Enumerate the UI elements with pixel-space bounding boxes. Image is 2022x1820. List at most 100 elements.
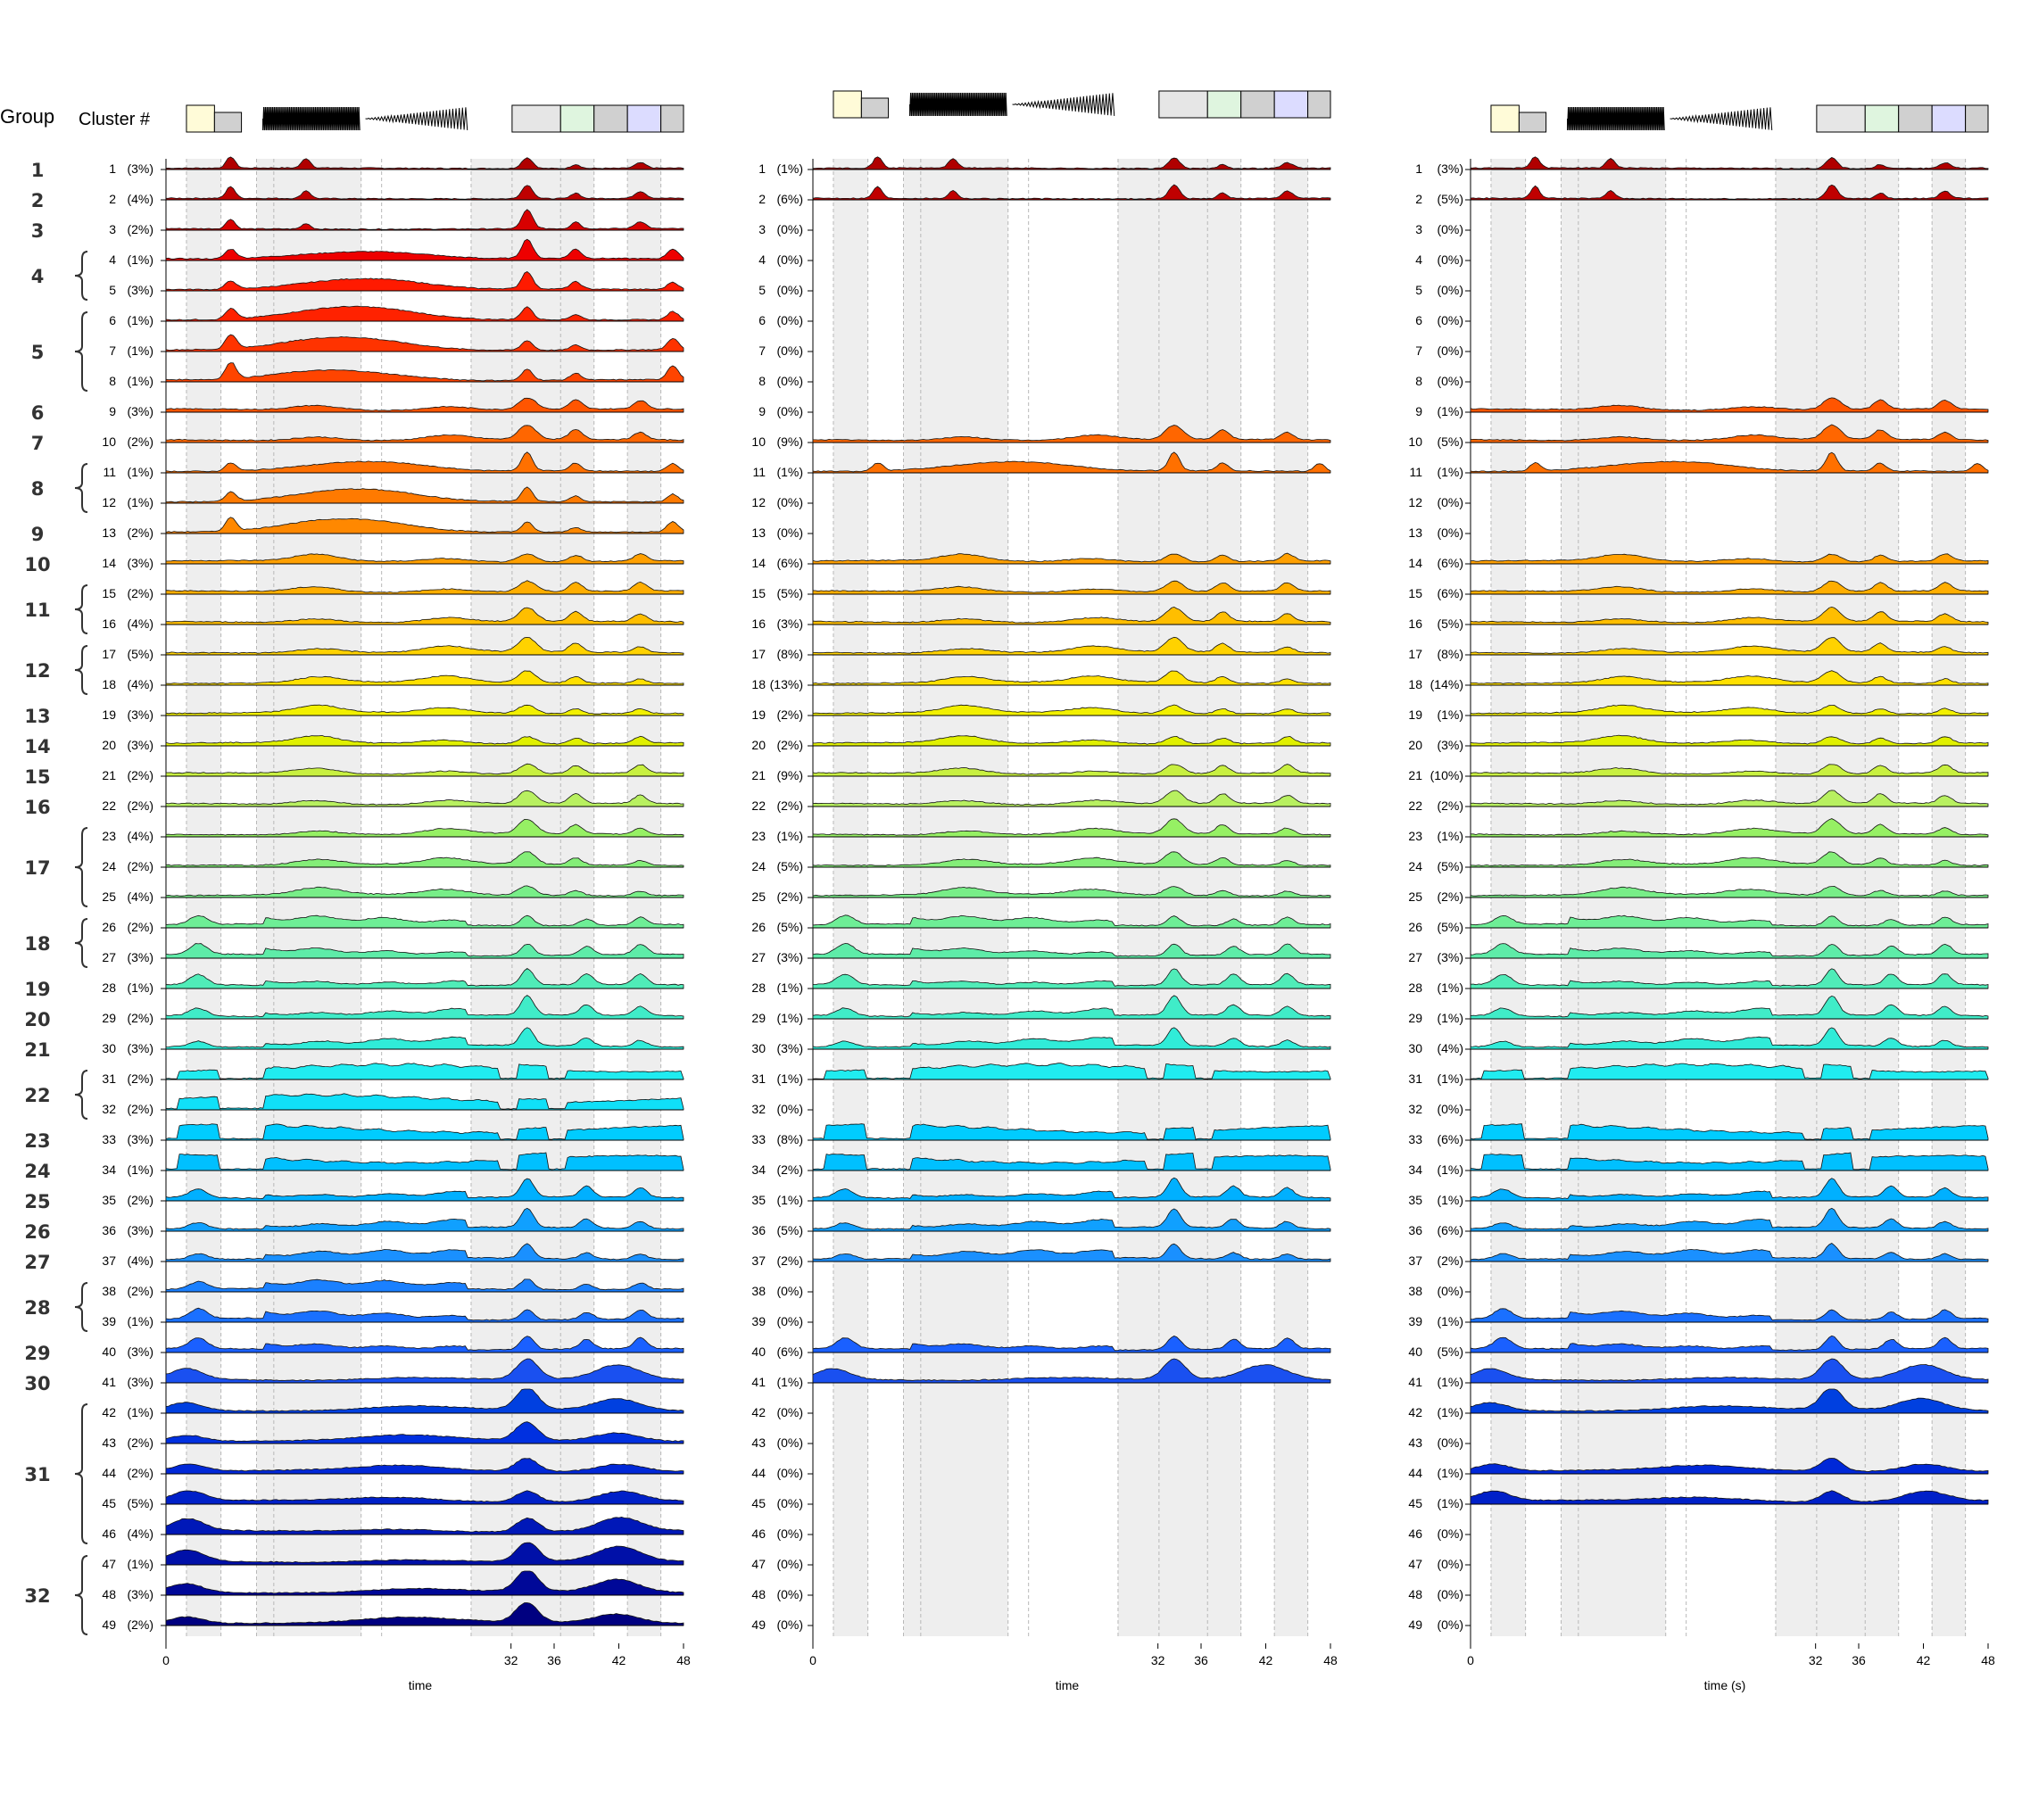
cluster-percent: (13%) — [770, 677, 803, 691]
x-axis-label: time — [409, 1678, 433, 1692]
cluster-percent: (3%) — [127, 556, 153, 570]
group-brace — [74, 645, 88, 695]
cluster-trace — [812, 735, 1331, 747]
cluster-number: 8 — [109, 374, 116, 388]
cluster-trace — [1470, 968, 1989, 989]
cluster-percent: (6%) — [776, 1344, 803, 1359]
cluster-number: 12 — [1408, 495, 1422, 509]
cluster-trace — [1470, 914, 1989, 929]
group-brace — [74, 1070, 88, 1120]
cluster-number: 21 — [751, 768, 766, 782]
cluster-number: 14 — [1408, 556, 1422, 570]
group-label: 1 — [31, 160, 45, 181]
cluster-number: 8 — [1415, 374, 1422, 388]
cluster-percent: (8%) — [1437, 647, 1463, 661]
cluster-percent: (0%) — [1437, 252, 1463, 267]
cluster-number: 30 — [751, 1041, 766, 1055]
cluster-percent: (1%) — [776, 1193, 803, 1207]
cluster-trace — [165, 1093, 684, 1111]
cluster-trace — [1470, 1458, 1989, 1475]
cluster-trace — [165, 425, 684, 443]
cluster-trace — [165, 607, 684, 625]
cluster-percent: (0%) — [1437, 1526, 1463, 1541]
cluster-number: 44 — [102, 1466, 116, 1480]
stimulus-pattern — [1816, 104, 1866, 133]
cluster-percent: (1%) — [127, 465, 153, 479]
cluster-number: 38 — [102, 1284, 116, 1298]
cluster-number: 46 — [1408, 1526, 1422, 1541]
stimulus-gray — [1240, 90, 1275, 119]
cluster-trace — [812, 818, 1331, 838]
cluster-percent: (5%) — [1437, 859, 1463, 873]
cluster-percent: (5%) — [776, 586, 803, 600]
cluster-trace — [1470, 1388, 1989, 1414]
cluster-percent: (3%) — [776, 616, 803, 631]
cluster-number: 35 — [751, 1193, 766, 1207]
cluster-percent: (1%) — [776, 1011, 803, 1025]
cluster-trace — [165, 995, 684, 1020]
cluster-number: 40 — [102, 1344, 116, 1359]
cluster-percent: (0%) — [1437, 525, 1463, 540]
cluster-trace — [812, 914, 1331, 929]
group-label: 24 — [24, 1161, 50, 1182]
cluster-percent: (9%) — [776, 434, 803, 449]
cluster-percent: (8%) — [776, 647, 803, 661]
cluster-trace — [165, 914, 684, 929]
stimulus-yellow — [1490, 104, 1520, 133]
stimulus-chirp — [1012, 93, 1115, 116]
cluster-number: 34 — [751, 1162, 766, 1177]
cluster-trace — [1470, 1152, 1989, 1171]
cluster-number: 45 — [1408, 1496, 1422, 1510]
cluster-number: 16 — [1408, 616, 1422, 631]
cluster-percent: (4%) — [127, 677, 153, 691]
cluster-percent: (0%) — [1437, 283, 1463, 297]
group-label: 23 — [24, 1130, 50, 1152]
cluster-number: 39 — [751, 1314, 766, 1328]
cluster-number: 14 — [102, 556, 116, 570]
cluster-number: 29 — [102, 1011, 116, 1025]
cluster-percent: (10%) — [1430, 768, 1463, 782]
cluster-percent: (1%) — [127, 980, 153, 995]
stimulus-strip — [186, 104, 684, 133]
cluster-trace — [1470, 764, 1989, 777]
cluster-trace — [165, 305, 684, 322]
cluster-percent: (3%) — [127, 950, 153, 964]
x-tick-label: 0 — [162, 1653, 170, 1667]
cluster-percent: (2%) — [127, 525, 153, 540]
cluster-number: 12 — [102, 495, 116, 509]
group-label: 3 — [31, 220, 45, 242]
cluster-percent: (1%) — [127, 1405, 153, 1419]
stimulus-gray — [1898, 104, 1933, 133]
cluster-trace — [1470, 1335, 1989, 1353]
cluster-number: 38 — [1408, 1284, 1422, 1298]
cluster-percent: (4%) — [127, 829, 153, 843]
cluster-number: 23 — [751, 829, 766, 843]
cluster-number: 21 — [102, 768, 116, 782]
cluster-percent: (0%) — [1437, 1284, 1463, 1298]
cluster-number: 6 — [109, 313, 116, 327]
cluster-number: 8 — [758, 374, 766, 388]
cluster-trace — [165, 1123, 684, 1141]
cluster-number: 41 — [751, 1375, 766, 1389]
cluster-percent: (2%) — [127, 1466, 153, 1480]
cluster-percent: (3%) — [127, 161, 153, 176]
cluster-percent: (2%) — [1437, 1253, 1463, 1268]
cluster-trace — [812, 451, 1331, 474]
cluster-trace — [165, 517, 684, 534]
cluster-trace — [165, 1570, 684, 1596]
cluster-number: 31 — [102, 1071, 116, 1086]
cluster-trace — [165, 362, 684, 383]
cluster-trace — [812, 886, 1331, 898]
cluster-number: 24 — [102, 859, 116, 873]
cluster-trace — [1470, 1308, 1989, 1323]
cluster-trace — [1470, 637, 1989, 656]
cluster-percent: (1%) — [1437, 829, 1463, 843]
x-axis-label: time — [1056, 1678, 1080, 1692]
x-tick-label: 0 — [809, 1653, 816, 1667]
cluster-trace — [1470, 851, 1989, 868]
cluster-number: 35 — [1408, 1193, 1422, 1207]
cluster-number: 27 — [751, 950, 766, 964]
cluster-number: 4 — [1415, 252, 1422, 267]
cluster-percent: (3%) — [127, 1344, 153, 1359]
cluster-number: 26 — [751, 920, 766, 934]
